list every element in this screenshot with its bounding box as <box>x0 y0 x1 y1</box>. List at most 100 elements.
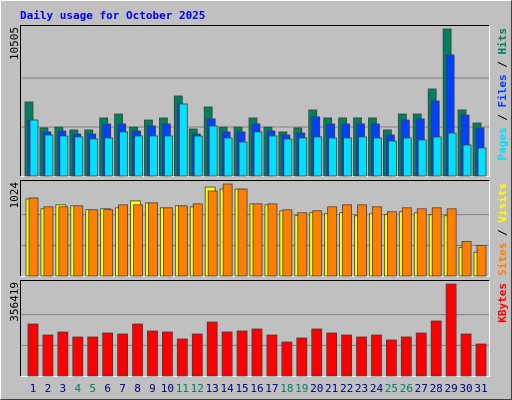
x-tick-label: 17 <box>265 382 278 395</box>
bar <box>208 125 218 177</box>
panel-edge-dark <box>20 180 490 277</box>
bar <box>59 135 69 177</box>
bar <box>400 336 412 377</box>
bar <box>236 330 248 377</box>
bar <box>282 209 293 277</box>
bar <box>371 334 382 377</box>
bar <box>386 211 397 277</box>
x-tick-label: 27 <box>415 382 428 395</box>
bar <box>238 141 248 177</box>
bar <box>372 206 382 277</box>
bar <box>57 331 69 377</box>
y-tick-label: 10505 <box>8 27 21 60</box>
x-tick-label: 20 <box>310 382 323 395</box>
bar <box>191 333 203 377</box>
x-tick-label: 4 <box>74 382 81 395</box>
bar <box>42 334 54 377</box>
x-tick-label: 9 <box>149 382 156 395</box>
x-tick-label: 8 <box>134 382 141 395</box>
bar <box>104 137 114 177</box>
bar <box>87 336 99 377</box>
bar <box>296 337 308 377</box>
legend-entry: KBytes <box>496 283 509 323</box>
bar <box>103 209 114 277</box>
x-tick-label: 19 <box>295 382 308 395</box>
bar <box>402 137 412 177</box>
bar <box>358 136 367 177</box>
bar <box>178 103 188 177</box>
bar <box>387 140 397 177</box>
bar <box>163 135 173 177</box>
legend: Pages / Files / Hits <box>496 28 509 161</box>
bar <box>432 136 442 177</box>
bar <box>223 137 233 177</box>
bar <box>193 135 203 177</box>
bar <box>192 203 203 277</box>
x-tick-label: 13 <box>206 382 219 395</box>
bar <box>89 138 99 177</box>
bar <box>342 204 353 277</box>
x-tick-label: 21 <box>325 382 338 395</box>
bar <box>313 136 323 177</box>
x-tick-label: 10 <box>161 382 174 395</box>
bar <box>73 205 84 277</box>
x-tick-label: 12 <box>191 382 204 395</box>
x-tick-label: 31 <box>474 382 487 395</box>
bar <box>28 197 39 277</box>
legend: KBytes <box>496 283 509 323</box>
bar <box>343 137 353 177</box>
bar <box>88 209 99 277</box>
bar <box>206 321 218 377</box>
bar <box>251 328 263 377</box>
x-tick-label: 15 <box>235 382 248 395</box>
legend-separator: / <box>496 55 509 75</box>
bar <box>357 204 367 277</box>
bar <box>446 208 457 277</box>
bar <box>44 134 54 177</box>
bar <box>460 333 472 377</box>
x-tick-label: 30 <box>459 382 472 395</box>
bar <box>267 203 278 277</box>
bar <box>266 334 278 377</box>
x-tick-label: 5 <box>89 382 96 395</box>
x-tick-label: 23 <box>355 382 368 395</box>
bar <box>356 336 367 377</box>
bar <box>162 207 173 277</box>
legend-entry: Visits <box>496 183 509 223</box>
bar <box>401 207 412 277</box>
x-tick-label: 22 <box>340 382 353 395</box>
bar <box>29 119 39 177</box>
bar <box>149 135 158 177</box>
bar <box>72 336 84 377</box>
bar <box>132 323 143 377</box>
bar <box>431 207 442 277</box>
x-tick-label: 16 <box>250 382 263 395</box>
bar <box>476 244 487 277</box>
bar <box>119 131 128 177</box>
bar <box>177 205 188 277</box>
bar <box>117 333 128 377</box>
legend-entry: Hits <box>496 28 509 55</box>
chart-title: Daily usage for October 2025 <box>20 9 205 22</box>
panel-edge-light <box>20 180 490 277</box>
bar <box>43 206 54 277</box>
bar <box>161 331 173 377</box>
panel-edge-light <box>20 280 490 377</box>
x-tick-label: 25 <box>385 382 398 395</box>
x-tick-label: 14 <box>221 382 235 395</box>
panel-edge-dark <box>20 280 490 377</box>
bar <box>373 137 382 177</box>
y-tick-label: 1024 <box>8 182 21 209</box>
x-tick-label: 26 <box>400 382 413 395</box>
bar <box>312 210 323 277</box>
legend-separator: / <box>496 108 509 128</box>
bar <box>462 144 472 177</box>
bar <box>283 138 293 177</box>
x-tick-label: 28 <box>430 382 443 395</box>
x-tick-label: 1 <box>30 382 37 395</box>
panel-edge-light <box>20 25 490 177</box>
bar <box>252 203 263 277</box>
legend: Sites / Visits <box>496 183 509 276</box>
bar <box>148 202 158 277</box>
